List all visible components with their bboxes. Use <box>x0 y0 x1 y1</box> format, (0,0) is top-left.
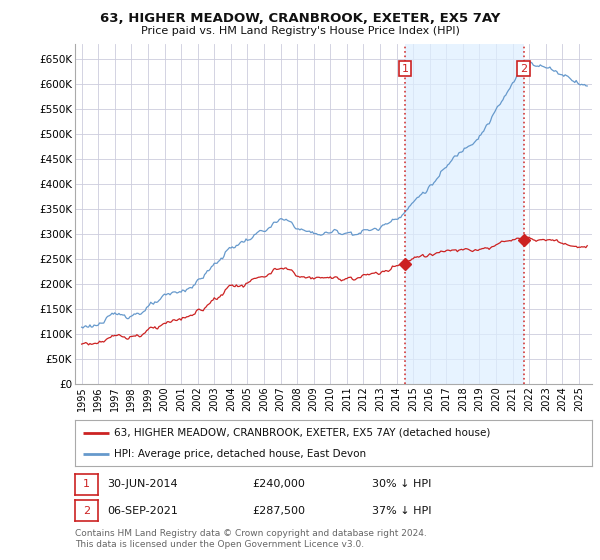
Text: 63, HIGHER MEADOW, CRANBROOK, EXETER, EX5 7AY: 63, HIGHER MEADOW, CRANBROOK, EXETER, EX… <box>100 12 500 25</box>
Text: £287,500: £287,500 <box>252 506 305 516</box>
Text: 2: 2 <box>83 506 90 516</box>
Bar <box>405 44 524 384</box>
Text: Price paid vs. HM Land Registry's House Price Index (HPI): Price paid vs. HM Land Registry's House … <box>140 26 460 36</box>
Text: 1: 1 <box>83 479 90 489</box>
Text: HPI: Average price, detached house, East Devon: HPI: Average price, detached house, East… <box>114 450 366 459</box>
Text: 30% ↓ HPI: 30% ↓ HPI <box>372 479 431 489</box>
Text: £240,000: £240,000 <box>252 479 305 489</box>
Text: This data is licensed under the Open Government Licence v3.0.: This data is licensed under the Open Gov… <box>75 540 364 549</box>
Text: Contains HM Land Registry data © Crown copyright and database right 2024.: Contains HM Land Registry data © Crown c… <box>75 529 427 538</box>
Text: 30-JUN-2014: 30-JUN-2014 <box>107 479 178 489</box>
Text: 63, HIGHER MEADOW, CRANBROOK, EXETER, EX5 7AY (detached house): 63, HIGHER MEADOW, CRANBROOK, EXETER, EX… <box>114 428 490 438</box>
Text: 1: 1 <box>401 64 409 74</box>
Text: 06-SEP-2021: 06-SEP-2021 <box>107 506 178 516</box>
Text: 37% ↓ HPI: 37% ↓ HPI <box>372 506 431 516</box>
Text: 2: 2 <box>520 64 527 74</box>
